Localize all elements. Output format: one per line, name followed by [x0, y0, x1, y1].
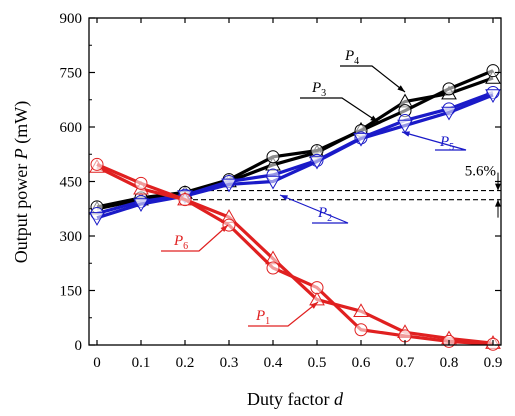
leader-arrowhead	[370, 115, 378, 122]
data-point-triangle	[309, 291, 325, 306]
ticks-layer: 0 0.1 0.2 0.3 0.4 0.5 0.6 0.7 0.8 0.9 0 150 300 450 60…	[60, 11, 503, 371]
series-label-text: P5	[439, 134, 454, 153]
x-tick-label: 0.7	[396, 355, 415, 371]
series-line	[96, 90, 494, 216]
data-point-triangle-down	[485, 89, 501, 104]
leader-line	[340, 65, 406, 93]
axes-layer	[88, 17, 502, 346]
x-tick-label: 0.1	[132, 355, 151, 371]
y-axis-title-text: Output power	[11, 159, 31, 263]
x-tick-label: 0.9	[484, 355, 503, 371]
x-tick-label: 0.8	[440, 355, 459, 371]
series-label-subscript: 3	[321, 88, 326, 99]
data-point-triangle-down	[133, 198, 149, 213]
series-label-text: P4	[344, 48, 359, 67]
label-p3: P3	[300, 80, 379, 123]
annotation-arrowhead-top	[495, 183, 501, 191]
series-label-main: P	[317, 205, 327, 221]
leader-line	[300, 97, 379, 123]
series-label-subscript: 6	[183, 241, 188, 252]
annotation-label: 5.6%	[465, 164, 496, 180]
annotation-arrowhead-bottom	[495, 199, 501, 207]
label-p1: P1	[248, 301, 319, 327]
y-tick-label: 600	[60, 120, 83, 136]
data-point-circle	[266, 150, 280, 164]
leader-line	[279, 194, 349, 224]
y-axis-title-var: P	[11, 148, 31, 160]
data-point-triangle-down	[353, 132, 369, 147]
y-tick-label: 450	[60, 175, 83, 191]
series-p1	[90, 157, 500, 351]
series-label-subscript: 4	[354, 56, 359, 67]
label-p5: P5	[401, 131, 467, 153]
series-label-text: P2	[317, 205, 332, 224]
y-tick-label: 0	[75, 338, 83, 354]
y-tick-label: 900	[60, 11, 83, 27]
leader-arrowhead	[310, 302, 318, 309]
data-point-triangle-down	[309, 155, 325, 170]
y-tick-label: 300	[60, 229, 83, 245]
x-tick-label: 0.5	[308, 355, 327, 371]
series-label-main: P	[255, 308, 265, 324]
leader-line	[248, 301, 319, 327]
series-label-text: P6	[173, 233, 188, 252]
leader-arrowhead	[280, 195, 288, 201]
leader-arrowhead	[397, 85, 405, 92]
data-point-circle	[486, 64, 500, 78]
series-label-text: P3	[311, 80, 326, 99]
series-label-main: P	[173, 233, 183, 249]
x-axis-title-var: d	[334, 389, 344, 409]
x-axis-title-text: Duty factor	[247, 389, 334, 409]
data-point-circle	[134, 176, 148, 190]
x-tick-label: 0.3	[220, 355, 239, 371]
series-label-main: P	[439, 134, 449, 150]
leader-arrowhead	[220, 225, 228, 233]
data-point-triangle-down	[265, 175, 281, 190]
series-label-subscript: 1	[265, 316, 270, 327]
x-tick-label: 0.6	[352, 355, 371, 371]
x-axis-title: Duty factor d	[247, 389, 344, 409]
leader-line	[161, 224, 229, 252]
data-point-circle	[178, 193, 192, 207]
plot-frame	[88, 17, 502, 346]
leader-line	[401, 131, 467, 151]
series-layer	[89, 64, 501, 351]
series-label-main: P	[344, 48, 354, 64]
x-tick-label: 0.4	[264, 355, 283, 371]
y-axis-title: Output power P (mW)	[11, 101, 32, 263]
series-label-text: P1	[255, 308, 270, 327]
data-point-triangle-down	[397, 119, 413, 134]
y-tick-label: 150	[60, 284, 83, 300]
series-line	[96, 69, 494, 209]
data-point-triangle-down	[221, 178, 237, 193]
data-point-circle	[90, 157, 104, 171]
data-point-circle	[354, 323, 368, 337]
data-point-triangle	[353, 303, 369, 317]
series-line	[96, 165, 494, 345]
data-point-circle	[266, 261, 280, 275]
leader-arrowhead	[402, 131, 410, 137]
series-label-subscript: 5	[449, 142, 454, 153]
series-label-main: P	[311, 80, 321, 96]
series-line	[96, 93, 494, 220]
label-p6: P6	[161, 224, 229, 252]
annotation-layer: 5.6%	[465, 164, 501, 218]
series-label-subscript: 2	[327, 213, 332, 224]
series-line	[96, 162, 494, 346]
data-point-circle	[442, 82, 456, 96]
x-tick-label: 0	[93, 355, 101, 371]
x-tick-label: 0.2	[176, 355, 195, 371]
data-point-circle	[310, 281, 324, 295]
label-p2: P2	[279, 194, 349, 224]
y-tick-label: 750	[60, 66, 83, 82]
y-axis-title-unit: (mW)	[11, 101, 32, 148]
label-p4: P4	[340, 48, 406, 93]
reference-lines	[185, 189, 501, 201]
data-point-triangle-down	[441, 106, 457, 121]
data-point-triangle-down	[89, 212, 105, 226]
